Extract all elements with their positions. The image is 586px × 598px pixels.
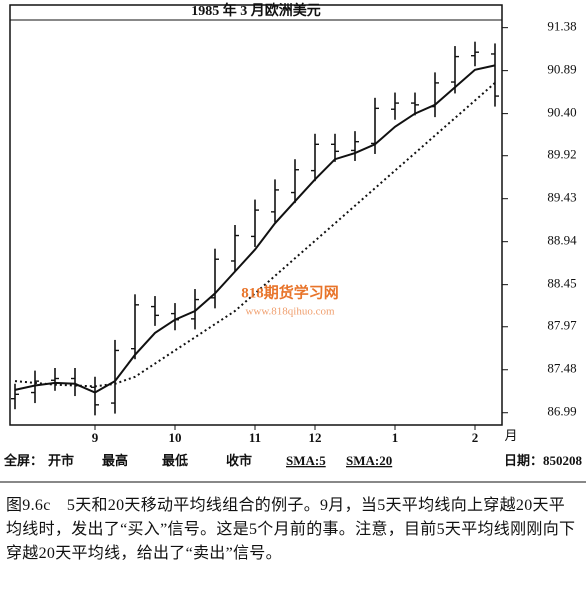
x-tick-label: 9: [92, 430, 99, 445]
x-tick-label: 2: [472, 430, 479, 445]
y-tick-label: 86.99: [547, 404, 576, 419]
y-tick-label: 91.38: [547, 19, 576, 34]
sma5-line: [14, 64, 496, 394]
legend-title: 全屏：: [3, 453, 43, 468]
watermark-url: www.818qihuo.com: [245, 306, 335, 318]
caption: 图9.6c 5天和20天移动平均线组合的例子。9月，当5天平均线向上穿越20天平…: [6, 497, 576, 562]
y-tick-label: 89.92: [547, 147, 576, 162]
legend-entry: 开市: [48, 453, 74, 468]
y-tick-label: 87.48: [547, 361, 576, 376]
chart: 1985 年 3 月欧洲美元 86.99 87.48 87.97 88.45 88.94…: [0, 2, 586, 483]
y-tick-label: 90.89: [547, 62, 576, 77]
x-tick-label: 1: [392, 430, 399, 445]
date-label: 日期：850208: [504, 453, 583, 468]
legend-entry: 收市: [226, 453, 252, 468]
y-tick-label: 90.40: [547, 105, 576, 120]
y-tick-label: 87.97: [547, 318, 577, 333]
legend-entry: SMA:20: [346, 453, 392, 468]
plot-frame: [9, 4, 503, 426]
legend-entry: 最高: [102, 453, 128, 468]
x-tick-label: 11: [249, 430, 261, 445]
watermark: 818期货学习网: [241, 283, 339, 301]
chart-title: 1985 年 3 月欧洲美元: [191, 2, 321, 19]
legend-entry: 最低: [162, 453, 188, 468]
x-tick-label: 10: [169, 430, 182, 445]
sma20-line: [14, 82, 496, 388]
y-tick-label: 88.94: [547, 233, 577, 248]
x-axis-label: 月: [504, 428, 517, 443]
x-tick-label: 12: [309, 430, 322, 445]
legend-entry: SMA:5: [286, 453, 326, 468]
y-tick-label: 89.43: [547, 190, 576, 205]
y-tick-label: 88.45: [547, 276, 576, 291]
